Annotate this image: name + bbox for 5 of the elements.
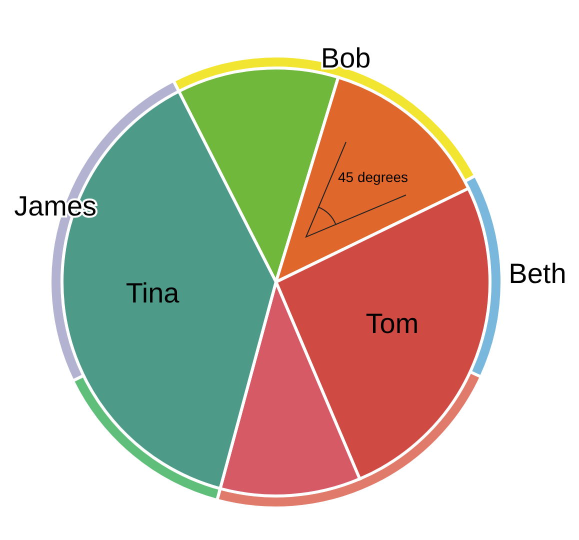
slice-label: Tom [366, 308, 419, 339]
text: 45 degrees [338, 169, 408, 185]
slice-label: Beth [508, 258, 566, 289]
slice-label: Bob [320, 42, 371, 74]
slice-label: Tina [126, 277, 180, 308]
